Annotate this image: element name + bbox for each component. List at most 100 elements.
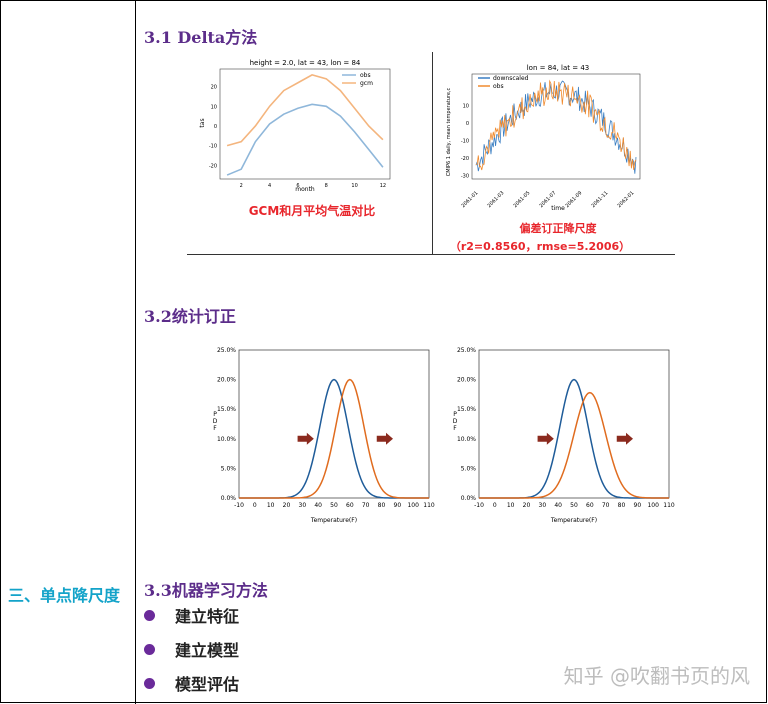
y-tick-label: 5.0% [221, 465, 237, 472]
legend-obs: obs [360, 72, 371, 79]
figure-separator [432, 52, 433, 254]
y-tick-label: 0.0% [221, 495, 237, 502]
figure-caption: 偏差订正降尺度 [520, 221, 598, 235]
x-tick-label: 2061-01 [460, 190, 479, 209]
bullet-item: 建立模型 [140, 637, 239, 661]
y-tick-label: 20.0% [457, 377, 476, 384]
x-tick-label: 40 [554, 502, 562, 509]
pdf-curve-1 [239, 378, 430, 499]
x-tick-label: 50 [570, 502, 578, 509]
x-tick-label: 110 [423, 502, 435, 509]
downscaling-timeseries-chart: lon = 84, lat = 43 -30 -20 -10 0 10 2061-01 20… [446, 64, 641, 253]
x-tick-label: 90 [394, 502, 402, 509]
gcm-monthly-chart: height = 2.0, lat = 43, lon = 84 -20 -10 0… [199, 59, 391, 218]
y-tick-label: -20 [461, 156, 469, 162]
x-tick-label: 60 [586, 502, 594, 509]
x-tick-label: 12 [380, 183, 386, 189]
y-tick-label: 15.0% [457, 406, 476, 413]
shift-arrow-icon [616, 432, 633, 445]
y-tick-label: 0.0% [461, 495, 477, 502]
x-axis-label: Temperature(F) [310, 517, 357, 524]
x-tick-label: 6 [296, 183, 299, 189]
y-tick-label: -30 [461, 174, 469, 180]
plot-frame [471, 73, 641, 180]
pdf-shift-spread-chart: 25.0% 20.0% 15.0% 10.0% 5.0% 0.0%-10 0 10 20 30 40… [453, 347, 675, 524]
x-tick-label: 100 [407, 502, 419, 509]
plot-area: -20 -10 0 10 20 2 4 6 8 10 12 [209, 68, 391, 189]
row-label: 三、单点降尺度 [8, 586, 121, 605]
x-tick-label: 80 [618, 502, 626, 509]
x-tick-label: 30 [539, 502, 547, 509]
legend-downscaled: downscaled [493, 75, 529, 82]
x-tick-label: 2061-09 [564, 190, 583, 209]
x-axis-label: Temperature(F) [550, 517, 597, 524]
x-tick-label: 90 [634, 502, 642, 509]
bullet-dot [144, 644, 155, 655]
x-axis-label: time [551, 205, 565, 212]
x-tick-label: 50 [330, 502, 338, 509]
y-tick-label: 15.0% [217, 406, 236, 413]
x-tick-label: 30 [299, 502, 307, 509]
y-tick-label: 10.0% [217, 436, 236, 443]
y-tick-label: 0 [214, 124, 217, 130]
legend: downscaled obs [478, 75, 529, 90]
chart-title: lon = 84, lat = 43 [527, 64, 590, 72]
x-tick-label: 60 [346, 502, 354, 509]
figure-baseline [187, 254, 675, 255]
x-tick-label: 2061-03 [486, 190, 505, 209]
plot-frame [238, 349, 430, 499]
y-tick-label: 10 [463, 104, 469, 110]
y-tick-label: 20.0% [217, 377, 236, 384]
pdf-shift-chart: 25.0% 20.0% 15.0% 10.0% 5.0% 0.0%-10 0 10 20 30 40… [213, 347, 435, 524]
y-tick-label: -10 [209, 144, 217, 150]
shift-arrow-icon [297, 432, 314, 445]
x-tick-label: 20 [283, 502, 291, 509]
x-tick-label: 10 [267, 502, 275, 509]
y-tick-label: -20 [209, 163, 217, 169]
legend: obs gcm [342, 72, 373, 87]
x-tick-label: 110 [663, 502, 675, 509]
bullet-dot [144, 678, 155, 689]
section-heading-ml: 3.3机器学习方法 [144, 581, 268, 600]
y-tick-label: 25.0% [457, 347, 476, 354]
pdf-curve-1 [479, 391, 670, 499]
x-tick-label: -10 [234, 502, 244, 509]
figure-caption: GCM和月平均气温对比 [249, 203, 376, 218]
plot-frame [219, 68, 391, 180]
x-tick-label: 2061-11 [590, 190, 609, 209]
y-tick-label: 25.0% [217, 347, 236, 354]
x-tick-label: 40 [314, 502, 322, 509]
series-line-gcm [226, 74, 384, 147]
x-tick-label: 20 [523, 502, 531, 509]
y-tick-label: 20 [211, 85, 217, 91]
section-heading-statistical: 3.2统计订正 [144, 307, 236, 326]
x-tick-label: -10 [474, 502, 484, 509]
x-tick-label: 10 [351, 183, 357, 189]
y-tick-label: 10.0% [457, 436, 476, 443]
x-tick-label: 0 [253, 502, 257, 509]
pdf-curve-0 [479, 378, 669, 499]
x-tick-label: 100 [647, 502, 659, 509]
bullet-item: 建立特征 [140, 603, 239, 627]
x-tick-label: 2061-05 [512, 190, 531, 209]
x-tick-label: 10 [507, 502, 515, 509]
x-tick-label: 8 [325, 183, 328, 189]
y-tick-label: -10 [461, 139, 469, 145]
y-tick-label: 10 [211, 104, 217, 110]
bullet-item: 模型评估 [140, 671, 239, 695]
plot-frame [478, 349, 670, 499]
section-heading-delta: 3.1 Delta方法 [144, 28, 258, 47]
x-tick-label: 2062-01 [616, 190, 635, 209]
column-divider [135, 0, 136, 704]
x-tick-label: 80 [378, 502, 386, 509]
x-tick-label: 4 [268, 183, 271, 189]
figure-metrics: （r2=0.8560，rmse=5.2006） [450, 240, 630, 253]
shift-arrow-icon [537, 432, 554, 445]
x-tick-label: 70 [362, 502, 370, 509]
y-axis-label: tas [199, 118, 206, 127]
watermark: 知乎 @吹翻书页的风 [563, 664, 750, 688]
